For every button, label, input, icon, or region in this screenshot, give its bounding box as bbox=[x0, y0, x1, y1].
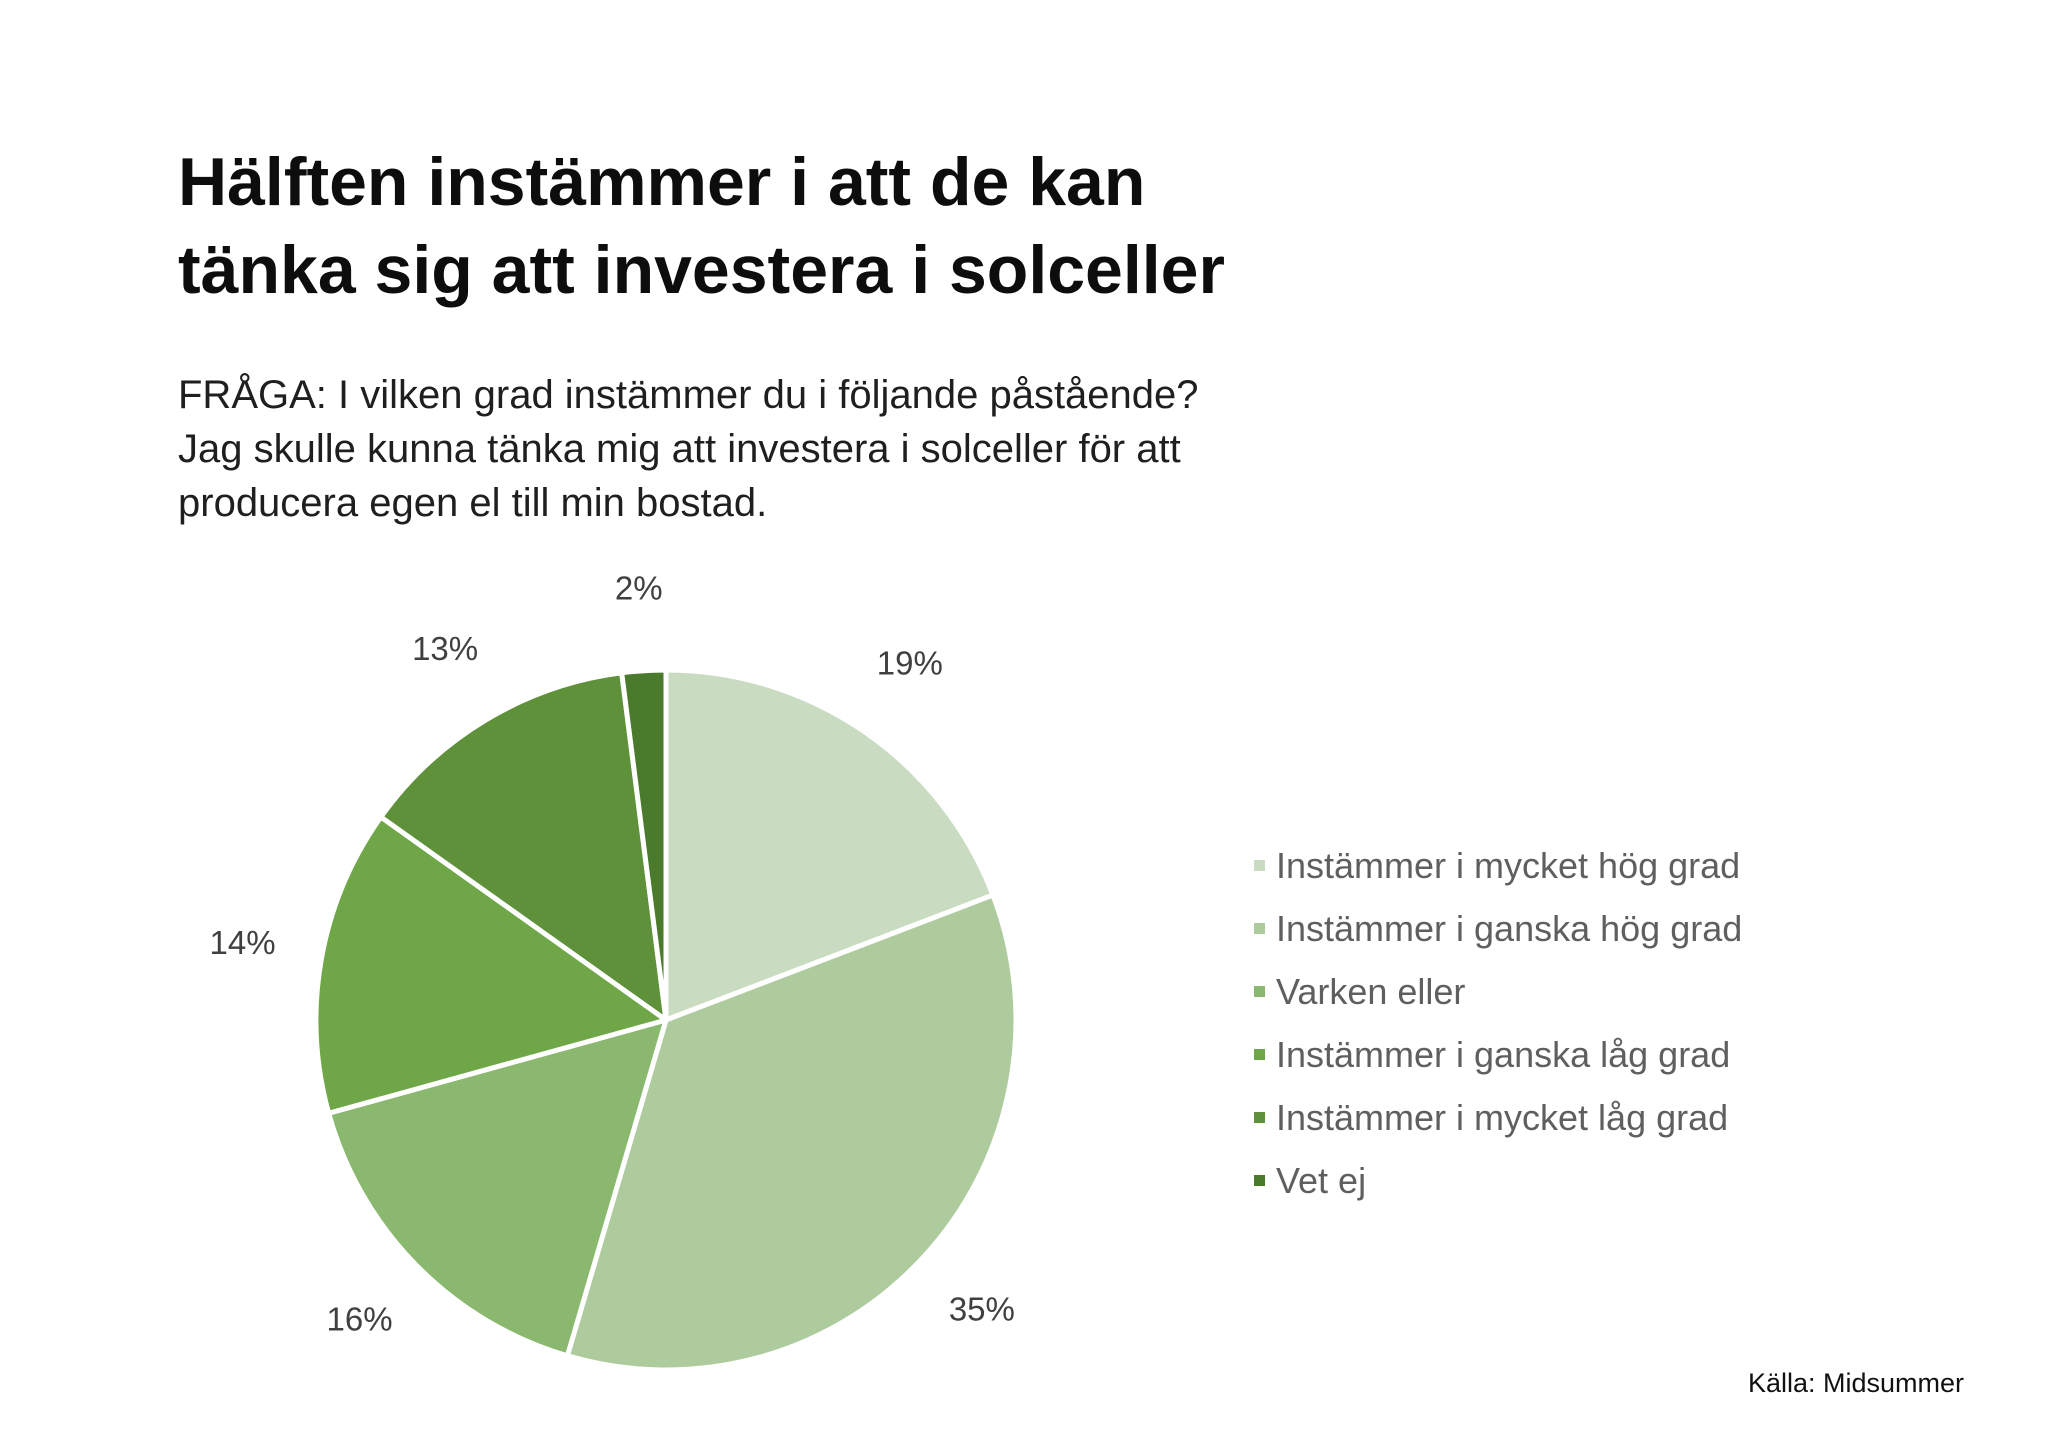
legend-item-instammer-i-ganska-hog-grad: Instämmer i ganska hög grad bbox=[1254, 897, 1742, 960]
legend-item-instammer-i-mycket-hog-grad: Instämmer i mycket hög grad bbox=[1254, 834, 1742, 897]
legend-swatch bbox=[1254, 1049, 1265, 1060]
pie-slice-instammer-i-mycket-hog-grad bbox=[663, 667, 996, 1023]
pie-slice-varken-eller bbox=[326, 1017, 669, 1359]
chart-legend: Instämmer i mycket hög grad Instämmer i g… bbox=[1254, 834, 1742, 1212]
survey-question: FRÅGA: I vilken grad instämmer du i följ… bbox=[178, 373, 1199, 525]
data-label-vet-ej: 2% bbox=[615, 570, 663, 607]
data-label-instammer-i-mycket-hog-grad: 19% bbox=[877, 645, 943, 682]
legend-item-vet-ej: Vet ej bbox=[1254, 1149, 1742, 1212]
pie-slice-instammer-i-mycket-lag-grad bbox=[378, 670, 669, 1023]
legend-swatch bbox=[1254, 923, 1265, 934]
legend-item-instammer-i-mycket-lag-grad: Instämmer i mycket låg grad bbox=[1254, 1086, 1742, 1149]
chart-title: Hälften instämmer i att de kan tänka sig… bbox=[178, 144, 1225, 308]
legend-item-varken-eller: Varken eller bbox=[1254, 960, 1742, 1023]
legend-swatch bbox=[1254, 860, 1265, 871]
data-label-instammer-i-mycket-lag-grad: 13% bbox=[412, 630, 478, 667]
pie-data-labels: 19% 35% 16% 14% 13% 2% bbox=[210, 570, 1015, 1338]
legend-swatch bbox=[1254, 986, 1265, 997]
data-label-varken-eller: 16% bbox=[327, 1300, 393, 1337]
pie-slices bbox=[313, 667, 1019, 1373]
legend-swatch bbox=[1254, 1112, 1265, 1123]
data-label-instammer-i-ganska-hog-grad: 35% bbox=[949, 1290, 1015, 1327]
data-label-instammer-i-ganska-lag-grad: 14% bbox=[210, 924, 276, 961]
legend-swatch bbox=[1254, 1175, 1265, 1186]
legend-label: Instämmer i ganska hög grad bbox=[1276, 907, 1743, 949]
legend-label: Vet ej bbox=[1276, 1159, 1367, 1201]
pie-slice-vet-ej bbox=[619, 667, 669, 1023]
source-note: Källa: Midsummer bbox=[1747, 1368, 1964, 1398]
pie-slice-instammer-i-ganska-hog-grad bbox=[564, 892, 1019, 1373]
legend-label: Instämmer i mycket låg grad bbox=[1276, 1096, 1729, 1138]
legend-item-instammer-i-ganska-lag-grad: Instämmer i ganska låg grad bbox=[1254, 1023, 1742, 1086]
legend-label: Instämmer i mycket hög grad bbox=[1276, 844, 1741, 886]
legend-label: Instämmer i ganska låg grad bbox=[1276, 1033, 1731, 1075]
pie-slice-instammer-i-ganska-lag-grad bbox=[313, 814, 669, 1116]
legend-label: Varken eller bbox=[1276, 970, 1466, 1012]
